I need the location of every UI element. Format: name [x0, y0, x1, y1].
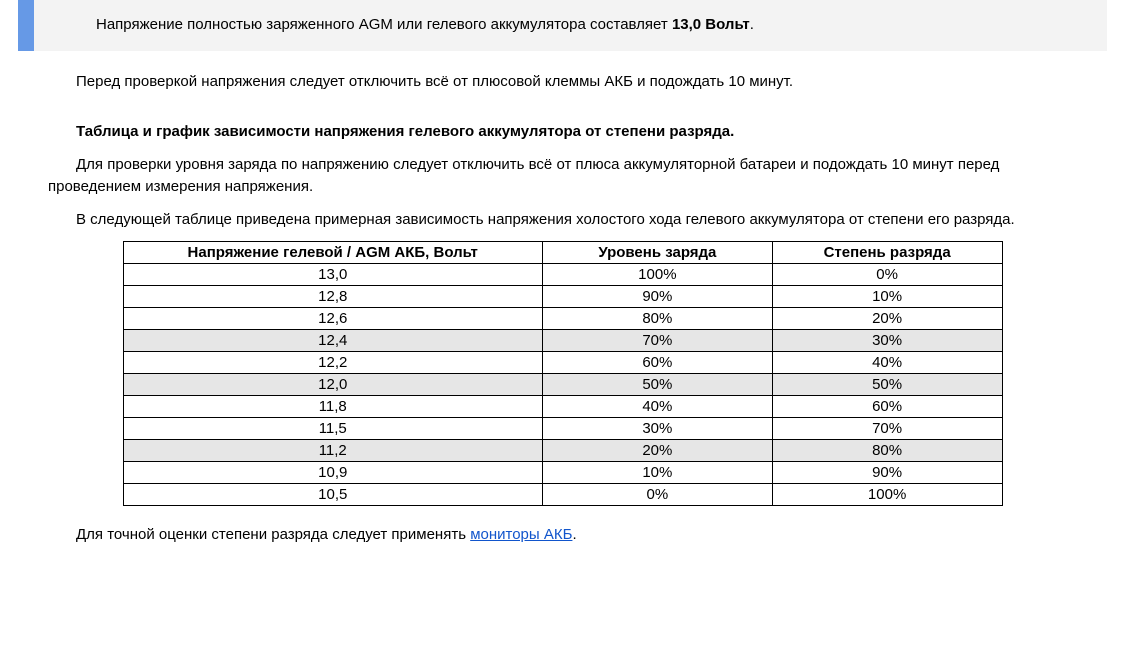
footer-text-after: . [572, 526, 576, 543]
table-row: 11,220%80% [123, 440, 1002, 462]
callout-accent-bar [18, 0, 34, 51]
table-cell: 12,0 [123, 374, 542, 396]
table-cell: 50% [772, 374, 1002, 396]
paragraph-2: Для проверки уровня заряда по напряжению… [18, 154, 1107, 199]
table-row: 12,470%30% [123, 330, 1002, 352]
table-header-row: Напряжение гелевой / AGM АКБ, Вольт Уров… [123, 242, 1002, 264]
table-cell: 20% [542, 440, 772, 462]
table-cell: 30% [772, 330, 1002, 352]
table-cell: 10% [542, 462, 772, 484]
table-cell: 12,6 [123, 308, 542, 330]
table-cell: 40% [542, 396, 772, 418]
table-row: 13,0100%0% [123, 264, 1002, 286]
section-heading: Таблица и график зависимости напряжения … [18, 121, 1107, 144]
table-head: Напряжение гелевой / AGM АКБ, Вольт Уров… [123, 242, 1002, 264]
table-cell: 13,0 [123, 264, 542, 286]
table-header-voltage: Напряжение гелевой / AGM АКБ, Вольт [123, 242, 542, 264]
document-page: Напряжение полностью заряженного AGM или… [0, 0, 1125, 567]
table-row: 11,530%70% [123, 418, 1002, 440]
table-header-charge: Уровень заряда [542, 242, 772, 264]
table-row: 12,680%20% [123, 308, 1002, 330]
table-row: 12,890%10% [123, 286, 1002, 308]
table-cell: 20% [772, 308, 1002, 330]
table-cell: 70% [542, 330, 772, 352]
table-cell: 12,4 [123, 330, 542, 352]
footer-paragraph: Для точной оценки степени разряда следуе… [18, 524, 1107, 547]
table-header-discharge: Степень разряда [772, 242, 1002, 264]
table-cell: 12,2 [123, 352, 542, 374]
table-cell: 70% [772, 418, 1002, 440]
table-cell: 80% [542, 308, 772, 330]
table-cell: 30% [542, 418, 772, 440]
table-row: 11,840%60% [123, 396, 1002, 418]
callout-text-before: Напряжение полностью заряженного AGM или… [96, 16, 672, 33]
table-cell: 12,8 [123, 286, 542, 308]
table-cell: 0% [772, 264, 1002, 286]
table-cell: 10,5 [123, 484, 542, 506]
table-cell: 10% [772, 286, 1002, 308]
callout-text: Напряжение полностью заряженного AGM или… [34, 0, 1107, 51]
voltage-table: Напряжение гелевой / AGM АКБ, Вольт Уров… [123, 241, 1003, 506]
table-cell: 90% [772, 462, 1002, 484]
table-cell: 0% [542, 484, 772, 506]
table-cell: 90% [542, 286, 772, 308]
table-cell: 60% [772, 396, 1002, 418]
footer-text-before: Для точной оценки степени разряда следуе… [76, 526, 470, 543]
table-cell: 100% [772, 484, 1002, 506]
table-cell: 40% [772, 352, 1002, 374]
table-row: 10,50%100% [123, 484, 1002, 506]
table-cell: 11,2 [123, 440, 542, 462]
table-row: 12,050%50% [123, 374, 1002, 396]
paragraph-3: В следующей таблице приведена примерная … [18, 209, 1107, 232]
table-cell: 11,5 [123, 418, 542, 440]
table-cell: 50% [542, 374, 772, 396]
paragraph-1: Перед проверкой напряжения следует отклю… [18, 71, 1107, 94]
callout-text-after: . [750, 16, 754, 33]
callout-bold-value: 13,0 Вольт [672, 16, 750, 33]
callout-box: Напряжение полностью заряженного AGM или… [18, 0, 1107, 51]
table-cell: 100% [542, 264, 772, 286]
table-row: 10,910%90% [123, 462, 1002, 484]
table-cell: 80% [772, 440, 1002, 462]
table-cell: 10,9 [123, 462, 542, 484]
table-cell: 11,8 [123, 396, 542, 418]
table-cell: 60% [542, 352, 772, 374]
table-row: 12,260%40% [123, 352, 1002, 374]
table-body: 13,0100%0%12,890%10%12,680%20%12,470%30%… [123, 264, 1002, 506]
monitors-link[interactable]: мониторы АКБ [470, 526, 572, 543]
